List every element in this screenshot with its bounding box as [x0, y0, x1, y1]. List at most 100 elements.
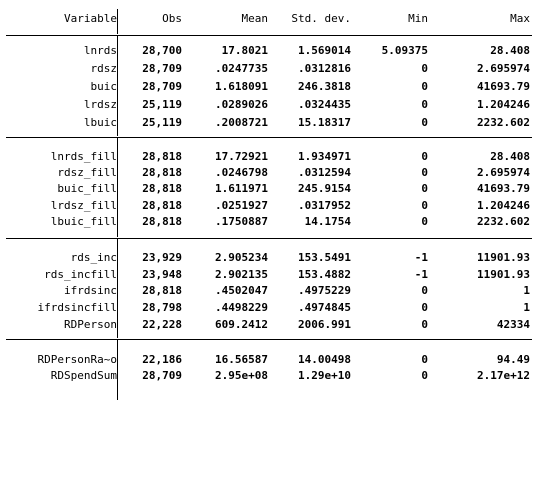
header-separator	[6, 35, 532, 36]
obs-value: 28,818	[142, 166, 182, 179]
std-dev-value: 1.569014	[298, 44, 351, 57]
variable-name: RDPersonRa~o	[37, 353, 117, 366]
max-value: 42334	[496, 318, 530, 331]
min-value: 0	[421, 301, 428, 314]
mean-value: 2.95e+08	[215, 369, 268, 382]
std-dev-value: 246.3818	[298, 80, 351, 93]
min-value: 0	[421, 80, 428, 93]
variable-name: lnrds_fill	[50, 150, 117, 163]
table-row: buic_fill 28,818 1.611971 245.9154 0 416…	[0, 182, 544, 196]
table-row: rdsz_fill 28,818 .0246798 .0312594 0 2.6…	[0, 166, 544, 180]
variable-name: lrdsz_fill	[50, 199, 117, 212]
table-row: lbuic_fill 28,818 .1750887 14.1754 0 223…	[0, 215, 544, 229]
variable-name: rdsz	[90, 62, 118, 75]
min-value: -1	[414, 268, 428, 281]
min-value: 0	[421, 318, 428, 331]
table-row: RDPerson 22,228 609.2412 2006.991 0 4233…	[0, 318, 544, 332]
variable-name: rdsz_fill	[57, 166, 117, 179]
variable-name: lrdsz	[83, 98, 117, 111]
table-row: lnrds 28,700 17.8021 1.569014 5.09375 28…	[0, 44, 544, 58]
variable-name: rds_incfill	[44, 268, 117, 281]
table-row: rds_incfill 23,948 2.902135 153.4882 -1 …	[0, 268, 544, 282]
std-dev-value: .0312816	[298, 62, 351, 75]
mean-value: 17.72921	[215, 150, 268, 163]
mean-value: .0289026	[215, 98, 268, 111]
mean-value: .4498229	[215, 301, 268, 314]
std-dev-value: .0317952	[298, 199, 351, 212]
min-value: 0	[421, 116, 428, 129]
max-value: 1	[523, 284, 530, 297]
max-value: 2.695974	[477, 166, 530, 179]
std-dev-value: 14.00498	[298, 353, 351, 366]
min-value: 0	[421, 353, 428, 366]
variable-name: rds_inc	[70, 251, 117, 264]
obs-value: 28,818	[142, 150, 182, 163]
obs-value: 22,228	[142, 318, 182, 331]
column-separator	[117, 138, 118, 237]
max-value: 1.204246	[477, 199, 530, 212]
table-row: ifrdsinc 28,818 .4502047 .4975229 0 1	[0, 284, 544, 298]
mean-value: .0246798	[215, 166, 268, 179]
variable-name: buic_fill	[57, 182, 117, 195]
obs-value: 28,709	[142, 369, 182, 382]
group-separator	[6, 137, 532, 138]
obs-value: 28,700	[142, 44, 182, 57]
mean-value: 2.905234	[215, 251, 268, 264]
obs-value: 23,948	[142, 268, 182, 281]
max-value: 2232.602	[477, 116, 530, 129]
header-obs: Obs	[162, 12, 182, 25]
variable-name: ifrdsinc	[64, 284, 117, 297]
obs-value: 28,798	[142, 301, 182, 314]
obs-value: 28,818	[142, 199, 182, 212]
std-dev-value: 1.29e+10	[298, 369, 351, 382]
min-value: 0	[421, 62, 428, 75]
std-dev-value: 2006.991	[298, 318, 351, 331]
obs-value: 28,709	[142, 80, 182, 93]
header-row: Variable Obs Mean Std. dev. Min Max	[0, 12, 544, 26]
max-value: 11901.93	[477, 268, 530, 281]
std-dev-value: .0324435	[298, 98, 351, 111]
header-mean: Mean	[241, 12, 269, 25]
variable-name: RDSpendSum	[50, 369, 117, 382]
mean-value: 1.611971	[215, 182, 268, 195]
mean-value: .1750887	[215, 215, 268, 228]
table-row: rds_inc 23,929 2.905234 153.5491 -1 1190…	[0, 251, 544, 265]
mean-value: 609.2412	[215, 318, 268, 331]
max-value: 2.695974	[477, 62, 530, 75]
table-row: lnrds_fill 28,818 17.72921 1.934971 0 28…	[0, 150, 544, 164]
column-separator	[117, 239, 118, 338]
max-value: 2.17e+12	[477, 369, 530, 382]
header-variable: Variable	[64, 12, 117, 25]
std-dev-value: .0312594	[298, 166, 351, 179]
mean-value: .2008721	[215, 116, 268, 129]
table-row: lbuic 25,119 .2008721 15.18317 0 2232.60…	[0, 116, 544, 130]
variable-name: buic	[90, 80, 118, 93]
max-value: 41693.79	[477, 182, 530, 195]
column-separator	[117, 9, 118, 34]
mean-value: 2.902135	[215, 268, 268, 281]
std-dev-value: 245.9154	[298, 182, 351, 195]
max-value: 1	[523, 301, 530, 314]
obs-value: 25,119	[142, 116, 182, 129]
max-value: 11901.93	[477, 251, 530, 264]
mean-value: 1.618091	[215, 80, 268, 93]
group-separator	[6, 339, 532, 340]
summary-statistics-table: Variable Obs Mean Std. dev. Min Max lnrd…	[0, 9, 544, 400]
table-row: RDPersonRa~o 22,186 16.56587 14.00498 0 …	[0, 353, 544, 367]
std-dev-value: .4975229	[298, 284, 351, 297]
std-dev-value: 153.4882	[298, 268, 351, 281]
table-row: buic 28,709 1.618091 246.3818 0 41693.79	[0, 80, 544, 94]
table-row: lrdsz 25,119 .0289026 .0324435 0 1.20424…	[0, 98, 544, 112]
min-value: 0	[421, 215, 428, 228]
mean-value: .0251927	[215, 199, 268, 212]
min-value: 5.09375	[381, 44, 428, 57]
std-dev-value: 1.934971	[298, 150, 351, 163]
mean-value: 17.8021	[221, 44, 268, 57]
column-separator	[117, 36, 118, 136]
obs-value: 28,709	[142, 62, 182, 75]
obs-value: 22,186	[142, 353, 182, 366]
mean-value: 16.56587	[215, 353, 268, 366]
table-row: rdsz 28,709 .0247735 .0312816 0 2.695974	[0, 62, 544, 76]
obs-value: 28,818	[142, 182, 182, 195]
obs-value: 28,818	[142, 284, 182, 297]
